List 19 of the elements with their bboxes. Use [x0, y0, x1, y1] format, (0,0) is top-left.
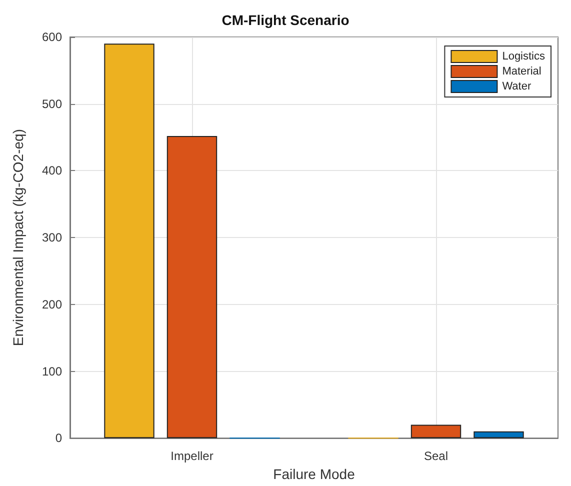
y-tick-label: 200	[42, 297, 62, 312]
x-tick-label: Seal	[424, 449, 448, 464]
y-tick-label: 600	[42, 30, 62, 44]
bar	[410, 424, 462, 438]
x-axis-title: Failure Mode	[273, 466, 356, 482]
legend-label: Logistics	[502, 50, 546, 62]
legend-label: Material	[502, 66, 542, 78]
y-tick-label: 300	[42, 230, 62, 245]
legend-label: Water	[502, 80, 532, 92]
chart-title: CM-Flight Scenario	[222, 12, 350, 28]
bar	[474, 431, 524, 438]
y-tick-label: 500	[42, 96, 62, 111]
y-axis-title: Environmental Impact (kg-CO2-eq)	[10, 129, 26, 346]
bar	[104, 44, 154, 438]
y-tick-label: 0	[55, 431, 62, 446]
bar	[166, 136, 218, 438]
y-tick-label: 400	[42, 164, 62, 178]
x-tick-label: Impeller	[170, 449, 214, 464]
y-tick-label: 100	[42, 364, 62, 378]
